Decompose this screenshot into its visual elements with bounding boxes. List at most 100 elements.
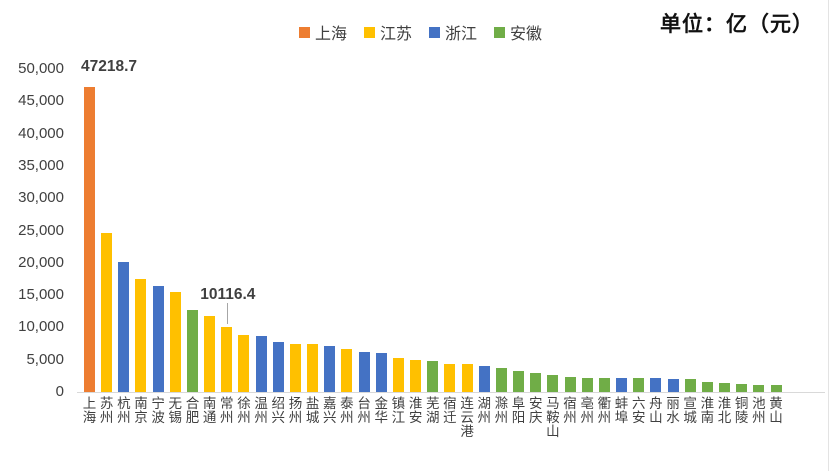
x-axis-line xyxy=(77,392,825,393)
x-axis-label-金华: 金 华 xyxy=(374,396,389,425)
x-axis-label-盐城: 盐 城 xyxy=(305,396,320,425)
bar-芜湖 xyxy=(427,361,439,392)
x-axis-label-扬州: 扬 州 xyxy=(288,396,303,425)
bar-宿迁 xyxy=(444,364,456,392)
x-axis-label-上海: 上 海 xyxy=(82,396,97,425)
bar-绍兴 xyxy=(272,342,284,392)
x-axis-label-合肥: 合 肥 xyxy=(185,396,200,425)
x-axis-label-台州: 台 州 xyxy=(357,396,371,425)
screenshot-right-edge xyxy=(828,0,829,471)
legend-swatch-icon xyxy=(429,26,441,38)
data-label-常州: 10116.4 xyxy=(200,286,256,303)
x-axis-label-阜阳: 阜 阳 xyxy=(511,396,526,425)
bar-湖州 xyxy=(478,366,490,392)
bar-合肥 xyxy=(186,310,198,392)
x-axis-label-黄山: 黄 山 xyxy=(769,396,783,425)
bar-淮北 xyxy=(719,383,730,392)
bar-安庆 xyxy=(530,373,542,392)
x-axis-label-温州: 温 州 xyxy=(254,396,268,425)
x-axis-label-杭州: 杭 州 xyxy=(117,396,131,425)
bar-亳州 xyxy=(581,378,593,392)
bar-温州 xyxy=(255,336,267,392)
bar-镇江 xyxy=(392,358,404,392)
x-axis-label-泰州: 泰 州 xyxy=(340,396,354,425)
bar-淮南 xyxy=(701,382,713,392)
bar-池州 xyxy=(753,385,765,392)
bar-马鞍山 xyxy=(547,375,559,392)
bar-宣城 xyxy=(684,379,696,392)
bar-嘉兴 xyxy=(324,346,336,392)
legend-item-江苏: 江苏 xyxy=(364,20,412,44)
bar-南通 xyxy=(204,316,216,392)
bar-无锡 xyxy=(169,292,181,392)
x-axis-label-宁波: 宁 波 xyxy=(151,396,165,425)
legend-label: 江苏 xyxy=(380,26,413,43)
legend-label: 浙江 xyxy=(445,26,478,43)
x-axis-label-绍兴: 绍 兴 xyxy=(271,396,286,425)
bar-台州 xyxy=(358,352,370,392)
x-axis-label-徐州: 徐 州 xyxy=(237,396,251,425)
y-axis-tick-label: 35,000 xyxy=(18,156,64,174)
x-axis-label-无锡: 无 锡 xyxy=(168,396,183,425)
x-axis-label-池州: 池 州 xyxy=(752,396,766,425)
data-label-上海: 47218.7 xyxy=(81,58,138,75)
bar-蚌埠 xyxy=(616,378,628,392)
bar-阜阳 xyxy=(513,371,525,392)
bar-宿州 xyxy=(564,377,576,392)
y-axis-tick-label: 20,000 xyxy=(18,253,64,271)
bar-铜陵 xyxy=(736,384,748,392)
x-axis-label-宿迁: 宿 迁 xyxy=(443,396,457,425)
bar-泰州 xyxy=(341,349,353,392)
chart-legend: 上海 江苏 浙江 安徽 xyxy=(299,20,542,44)
bar-宁波 xyxy=(152,286,164,392)
x-axis-label-湖州: 湖 州 xyxy=(477,396,491,425)
x-axis-label-连云港: 连 云 港 xyxy=(460,396,474,439)
x-axis-label-淮安: 淮 安 xyxy=(408,396,423,425)
bar-淮安 xyxy=(410,360,422,392)
x-axis-label-舟山: 舟 山 xyxy=(649,396,663,425)
x-axis-label-镇江: 镇 江 xyxy=(391,396,406,425)
bar-黄山 xyxy=(770,385,782,392)
x-axis-label-滁州: 滁 州 xyxy=(494,396,509,425)
x-axis-label-淮南: 淮 南 xyxy=(700,396,715,425)
x-axis-label-马鞍山: 马 鞍 山 xyxy=(546,396,560,439)
bar-盐城 xyxy=(307,344,319,392)
x-axis-label-安庆: 安 庆 xyxy=(528,396,543,425)
x-axis-label-丽水: 丽 水 xyxy=(666,396,680,425)
x-axis-label-衢州: 衢 州 xyxy=(597,396,612,425)
bar-上海 xyxy=(84,87,95,392)
y-axis-tick-label: 0 xyxy=(55,383,64,400)
bar-金华 xyxy=(375,353,387,392)
x-axis-label-淮北: 淮 北 xyxy=(717,396,732,425)
x-axis-label-芜湖: 芜 湖 xyxy=(425,396,440,425)
legend-swatch-icon xyxy=(364,26,376,38)
bar-连云港 xyxy=(461,364,473,392)
bar-滁州 xyxy=(495,368,507,392)
bar-杭州 xyxy=(118,262,130,392)
unit-label: 单位：亿（元） xyxy=(660,12,814,36)
bar-六安 xyxy=(633,378,645,392)
x-axis-label-南通: 南 通 xyxy=(202,396,217,425)
x-axis-label-六安: 六 安 xyxy=(631,396,646,425)
legend-item-安徽: 安徽 xyxy=(494,20,542,44)
x-axis-label-宣城: 宣 城 xyxy=(683,396,697,425)
legend-swatch-icon xyxy=(494,26,506,38)
y-axis-tick-label: 30,000 xyxy=(18,189,64,207)
legend-item-上海: 上海 xyxy=(299,20,347,44)
bar-扬州 xyxy=(289,344,301,392)
bar-南京 xyxy=(135,279,147,392)
bar-衢州 xyxy=(598,378,610,392)
x-axis-label-蚌埠: 蚌 埠 xyxy=(614,396,629,425)
legend-label: 安徽 xyxy=(510,26,543,43)
bar-丽水 xyxy=(667,379,679,392)
x-axis-label-嘉兴: 嘉 兴 xyxy=(323,396,337,425)
y-axis-tick-label: 5,000 xyxy=(26,350,64,368)
y-axis-tick-label: 15,000 xyxy=(18,286,64,304)
bar-苏州 xyxy=(101,233,113,392)
bar-舟山 xyxy=(650,378,662,392)
y-axis-tick-label: 10,000 xyxy=(18,318,64,336)
x-axis-label-苏州: 苏 州 xyxy=(99,396,114,425)
x-axis-label-铜陵: 铜 陵 xyxy=(734,396,749,425)
y-axis-tick-label: 25,000 xyxy=(18,221,64,239)
